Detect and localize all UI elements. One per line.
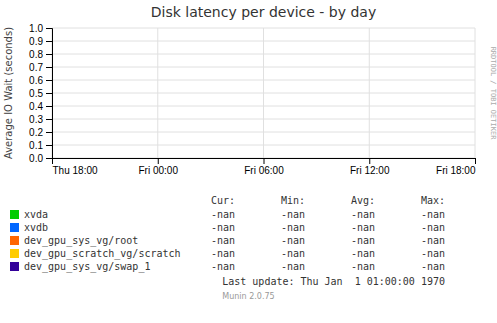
grid-line bbox=[369, 28, 370, 158]
table-value: -nan bbox=[281, 222, 305, 233]
tick: Fri 00:00 bbox=[139, 158, 179, 176]
tick-label: 1.0 bbox=[29, 23, 43, 34]
annotation: Last update: Thu Jan 1 01:00:00 1970 bbox=[222, 276, 445, 287]
table-value: -nan bbox=[421, 261, 445, 272]
table-value: -nan bbox=[281, 261, 305, 272]
tick-label: 0.9 bbox=[29, 36, 43, 47]
tick-mark bbox=[46, 67, 52, 68]
annotation: Munin 2.0.75 bbox=[222, 292, 274, 301]
table-value: -nan bbox=[351, 235, 375, 246]
tick: 0.6 bbox=[29, 75, 52, 86]
table-value: -nan bbox=[421, 209, 445, 220]
grid-line bbox=[475, 28, 476, 158]
tick-mark bbox=[46, 132, 52, 133]
table-value: -nan bbox=[211, 235, 235, 246]
table-value: -nan bbox=[351, 222, 375, 233]
table-value: -nan bbox=[421, 248, 445, 259]
tick: 0.8 bbox=[29, 49, 52, 60]
tick-label: 0.0 bbox=[29, 153, 43, 164]
tick-mark bbox=[46, 54, 52, 55]
legend-label: dev_gpu_sys_vg/swap_1 bbox=[24, 261, 150, 273]
table-value: -nan bbox=[351, 209, 375, 220]
grid-line bbox=[263, 28, 264, 158]
tick-label: 0.6 bbox=[29, 75, 43, 86]
tick-label: 0.2 bbox=[29, 127, 43, 138]
tick-label: Fri 00:00 bbox=[139, 165, 179, 176]
tick: 0.9 bbox=[29, 36, 52, 47]
legend-swatch bbox=[10, 223, 19, 232]
tick-label: Fri 12:00 bbox=[350, 165, 390, 176]
tick-mark bbox=[158, 158, 159, 164]
chart: Disk latency per device - by day0.00.10.… bbox=[0, 0, 497, 323]
legend-label: dev_gpu_scratch_vg/scratch bbox=[24, 248, 181, 260]
tick: 0.1 bbox=[29, 140, 52, 151]
tick-label: 0.8 bbox=[29, 49, 43, 60]
tick-mark bbox=[46, 158, 52, 159]
annotation: RRDTOOL / TOBI OETIKER bbox=[489, 47, 497, 141]
legend-swatch bbox=[10, 249, 19, 258]
table-value: -nan bbox=[211, 261, 235, 272]
tick: 0.4 bbox=[29, 101, 52, 112]
title: Disk latency per device - by day bbox=[151, 4, 376, 20]
legend-label: dev_gpu_sys_vg/root bbox=[24, 235, 138, 247]
tick-label: 0.5 bbox=[29, 88, 43, 99]
table-header: Min: bbox=[281, 195, 305, 206]
tick-label: Thu 18:00 bbox=[53, 165, 98, 176]
tick-label: 0.4 bbox=[29, 101, 43, 112]
y-axis-label: Average IO Wait (seconds) bbox=[3, 27, 14, 159]
tick-mark bbox=[46, 145, 52, 146]
table-value: -nan bbox=[421, 235, 445, 246]
grid bbox=[52, 28, 475, 158]
tick: Thu 18:00 bbox=[53, 158, 98, 176]
tick-label: Fri 18:00 bbox=[436, 165, 476, 176]
tick-label: Fri 06:00 bbox=[244, 165, 284, 176]
tick-label: 0.1 bbox=[29, 140, 43, 151]
table-value: -nan bbox=[211, 222, 235, 233]
tick-mark bbox=[46, 119, 52, 120]
table-value: -nan bbox=[211, 248, 235, 259]
legend-label: xvda bbox=[24, 209, 48, 220]
tick: 1.0 bbox=[29, 23, 52, 34]
axis-line bbox=[46, 29, 53, 159]
table-value: -nan bbox=[421, 222, 445, 233]
table-value: -nan bbox=[351, 261, 375, 272]
table-value: -nan bbox=[281, 209, 305, 220]
tick-label: 0.3 bbox=[29, 114, 43, 125]
table-header: Avg: bbox=[351, 195, 375, 206]
legend-swatch bbox=[10, 236, 19, 245]
tick: Fri 06:00 bbox=[244, 158, 284, 176]
tick: Fri 12:00 bbox=[350, 158, 390, 176]
tick: 0.2 bbox=[29, 127, 52, 138]
table-value: -nan bbox=[281, 248, 305, 259]
tick-label: 0.7 bbox=[29, 62, 43, 73]
table-value: -nan bbox=[211, 209, 235, 220]
tick-mark bbox=[46, 80, 52, 81]
tick-mark bbox=[369, 158, 370, 164]
tick: 0.0 bbox=[29, 153, 52, 164]
legend: Cur: Min: Avg: Max: xvda -nan -nan -nan -nan xvdb… bbox=[10, 195, 445, 273]
tick-mark bbox=[46, 93, 52, 94]
tick: 0.3 bbox=[29, 114, 52, 125]
legend-swatch bbox=[10, 210, 19, 219]
tick-mark bbox=[46, 106, 52, 107]
plot-area: 0.0 0.1 0.2 0.3 0.4 0.5 0.6 0.7 0.8 0.9 1.0 Thu 18:… bbox=[29, 23, 476, 176]
tick-mark bbox=[264, 158, 265, 164]
tick-mark bbox=[46, 28, 52, 29]
table-header: Max: bbox=[421, 195, 445, 206]
table-value: -nan bbox=[351, 248, 375, 259]
tick-mark bbox=[46, 41, 52, 42]
tick: Fri 18:00 bbox=[436, 158, 476, 176]
table-value: -nan bbox=[281, 235, 305, 246]
tick-mark bbox=[52, 158, 53, 164]
tick-mark bbox=[475, 158, 476, 164]
table-header: Cur: bbox=[211, 195, 235, 206]
y-axis: 0.0 0.1 0.2 0.3 0.4 0.5 0.6 0.7 0.8 0.9 1.0 bbox=[29, 23, 52, 164]
legend-swatch bbox=[10, 262, 19, 271]
grid-line bbox=[157, 28, 158, 158]
tick: 0.7 bbox=[29, 62, 52, 73]
legend-label: xvdb bbox=[24, 222, 48, 233]
tick: 0.5 bbox=[29, 88, 52, 99]
x-axis: Thu 18:00 Fri 00:00 Fri 06:00 Fri 12:00 Fri … bbox=[53, 158, 476, 176]
axis-line bbox=[53, 159, 476, 165]
